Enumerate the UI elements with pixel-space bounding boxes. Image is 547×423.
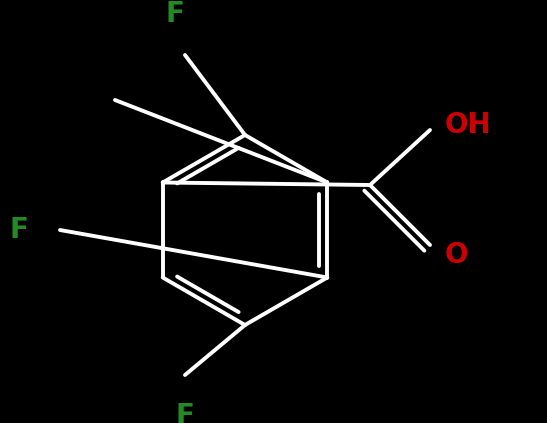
- Text: OH: OH: [445, 111, 492, 139]
- Text: F: F: [166, 0, 184, 28]
- Text: O: O: [445, 241, 468, 269]
- Text: F: F: [176, 402, 194, 423]
- Text: F: F: [9, 216, 28, 244]
